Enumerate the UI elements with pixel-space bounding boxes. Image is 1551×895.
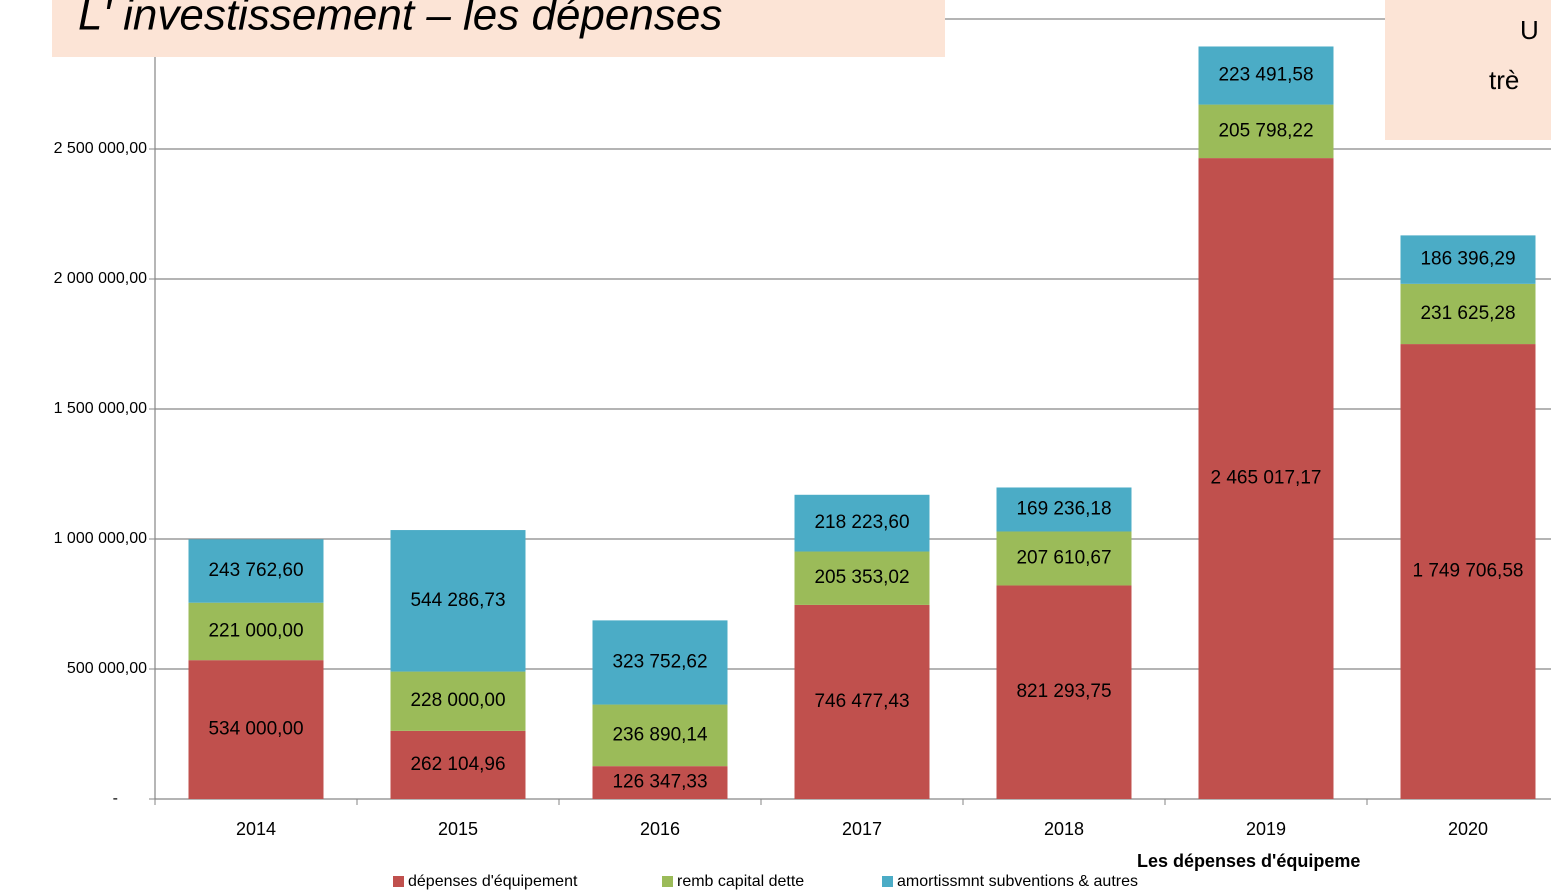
- x-tick-label: 2019: [1246, 819, 1286, 839]
- bar-segment: [188, 602, 324, 661]
- chart-title: L' investissement – les dépenses: [78, 0, 722, 40]
- bar-segment: [592, 766, 728, 799]
- bar-segment: [1198, 46, 1334, 105]
- x-tick-label: 2015: [438, 819, 478, 839]
- data-label: 821 293,75: [1016, 681, 1111, 702]
- bar-segment: [996, 487, 1132, 532]
- bar-segment: [1400, 283, 1536, 345]
- legend-label: remb capital dette: [677, 873, 804, 890]
- x-tick-label: 2020: [1448, 819, 1488, 839]
- legend-label: amortissmnt subventions & autres: [897, 873, 1138, 890]
- bar-segment: [794, 551, 930, 605]
- bar-segment: [1400, 235, 1536, 284]
- y-tick-label: 500 000,00: [67, 660, 147, 677]
- data-label: 207 610,67: [1016, 547, 1111, 568]
- bar-segment: [794, 494, 930, 552]
- bar-segment: [390, 671, 526, 731]
- bar-segment: [996, 585, 1132, 799]
- title-box: [52, 0, 945, 57]
- plot: - 500 000,00 1 000 000,00 1 500 000,00 2 000…: [54, 10, 1551, 890]
- y-tick-label: 1 500 000,00: [54, 400, 148, 417]
- bar-segment: [1198, 104, 1334, 159]
- data-label: 223 491,58: [1218, 65, 1313, 86]
- data-label: 169 236,18: [1016, 498, 1111, 519]
- bar-segment: [996, 531, 1132, 586]
- data-label: 243 762,60: [208, 560, 303, 581]
- y-tick-label: -: [113, 790, 118, 807]
- bar-segment: [1198, 158, 1334, 800]
- note-text: U: [1520, 15, 1539, 45]
- y-tick-label: 2 000 000,00: [54, 270, 148, 287]
- y-tick-label: 2 500 000,00: [54, 140, 148, 157]
- x-tick-label: 2014: [236, 819, 276, 839]
- data-label: 231 625,28: [1420, 303, 1515, 324]
- data-label: 186 396,29: [1420, 249, 1515, 270]
- note-text: trè: [1489, 65, 1519, 95]
- data-label: 221 000,00: [208, 620, 303, 641]
- legend-swatch: [882, 876, 893, 887]
- y-tick-label: 1 000 000,00: [54, 530, 148, 547]
- x-tick-label: 2018: [1044, 819, 1084, 839]
- bar-segment: [390, 530, 526, 672]
- legend-swatch: [662, 876, 673, 887]
- axis-note: Les dépenses d'équipeme: [1137, 851, 1360, 871]
- legend-label: dépenses d'équipement: [408, 873, 578, 890]
- data-label: 2 465 017,17: [1211, 468, 1322, 489]
- data-label: 746 477,43: [814, 691, 909, 712]
- bar-segment: [188, 539, 324, 603]
- bar-segment: [390, 730, 526, 799]
- data-label: 262 104,96: [410, 754, 505, 775]
- note-box: [1385, 0, 1551, 140]
- data-label: 323 752,62: [612, 651, 707, 672]
- bar-segment: [188, 660, 324, 799]
- bar-segment: [592, 704, 728, 767]
- data-label: 126 347,33: [612, 772, 707, 793]
- bar-segment: [592, 620, 728, 705]
- data-label: 205 798,22: [1218, 120, 1313, 141]
- legend-swatch: [393, 876, 404, 887]
- x-tick-label: 2016: [640, 819, 680, 839]
- data-label: 534 000,00: [208, 719, 303, 740]
- bar-segment: [1400, 344, 1536, 799]
- data-label: 205 353,02: [814, 567, 909, 588]
- bar-segment: [794, 604, 930, 799]
- data-label: 218 223,60: [814, 512, 909, 533]
- data-label: 236 890,14: [612, 724, 708, 745]
- data-label: 544 286,73: [410, 590, 505, 611]
- data-label: 228 000,00: [410, 690, 505, 711]
- data-label: 1 749 706,58: [1413, 561, 1524, 582]
- x-tick-label: 2017: [842, 819, 882, 839]
